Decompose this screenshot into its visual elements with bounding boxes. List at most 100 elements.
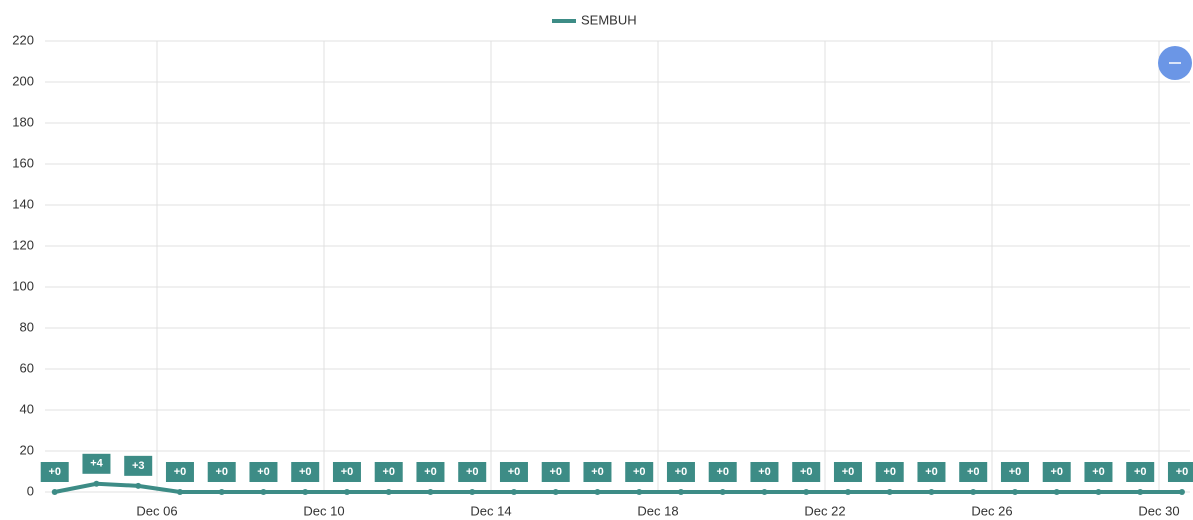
y-tick-label: 120 [12,237,34,252]
data-label-box [750,462,779,482]
data-label-box [875,462,904,482]
data-label-box [1167,462,1193,482]
point [302,489,309,495]
point [803,489,810,495]
data-label: +0 [842,466,855,478]
data-label: +0 [174,466,187,478]
data-label: +0 [1176,466,1189,478]
point [1137,489,1144,495]
data-label: +0 [48,466,61,478]
point [218,489,225,495]
data-label: +0 [382,466,395,478]
data-label: +0 [215,466,228,478]
point [1053,489,1060,495]
y-tick-label: 40 [20,401,34,416]
data-label-box [499,462,528,482]
point [886,489,893,495]
data-label-box [291,462,320,482]
y-tick-label: 20 [20,442,34,457]
data-label: +0 [466,466,479,478]
x-tick-label: Dec 10 [303,503,344,518]
data-label-box [625,462,654,482]
data-label: +0 [549,466,562,478]
point [469,489,476,495]
data-label: +0 [675,466,688,478]
data-label-box [833,462,862,482]
point [844,489,851,495]
y-tick-label: 100 [12,278,34,293]
data-label: +0 [800,466,813,478]
data-label: +0 [1050,466,1063,478]
point [928,489,935,495]
data-label-box [124,455,153,476]
data-label: +0 [716,466,729,478]
data-label-box [1126,462,1155,482]
line [54,481,1182,494]
y-tick-label: 160 [12,155,34,170]
y-tick-label: 60 [20,360,34,375]
data-label-box [583,462,612,482]
data-label-box [249,462,278,482]
data-label-box [1084,462,1113,482]
point [1178,489,1185,495]
data-label-box [666,462,695,482]
data-label-box [959,462,988,482]
point [176,489,183,495]
data-label: +0 [967,466,980,478]
point [636,489,643,495]
y-tick-label: 220 [12,32,34,47]
point [970,489,977,495]
zoom-reset-button[interactable] [1158,46,1192,80]
data-label-box [207,462,236,482]
data-label: +4 [90,458,103,470]
point [427,489,434,495]
legend-swatch [552,19,576,23]
y-tick-label: 200 [12,73,34,88]
data-label-box [1042,462,1071,482]
x-tick-label: Dec 18 [637,503,678,518]
point [260,489,267,495]
point [135,482,142,489]
x-tick-label: Dec 14 [470,503,511,518]
point [1095,489,1102,495]
data-label: +0 [1009,466,1022,478]
point [677,489,684,495]
data-label-box [40,462,69,482]
y-tick-label: 0 [27,483,34,498]
point [343,489,350,495]
point [552,489,559,495]
point [761,489,768,495]
data-label: +0 [299,466,312,478]
data-label: +0 [758,466,771,478]
y-tick-label: 80 [20,319,34,334]
data-label-box [374,462,403,482]
x-tick-label: Dec 22 [804,503,845,518]
point [385,489,392,495]
data-label: +0 [925,466,938,478]
data-label: +0 [1134,466,1147,478]
data-label: +0 [424,466,437,478]
point [51,489,58,495]
data-label-box [917,462,946,482]
x-tick-label: Dec 06 [136,503,177,518]
data-label: +0 [633,466,646,478]
data-label-box [416,462,445,482]
x-tick-label: Dec 30 [1138,503,1179,518]
data-label: +0 [341,466,354,478]
data-label-box [541,462,570,482]
point [594,489,601,495]
data-label-box [165,462,194,482]
y-tick-label: 140 [12,196,34,211]
data-label-box [82,453,111,474]
data-label: +0 [591,466,604,478]
data-label-box [1000,462,1029,482]
point [93,480,100,487]
point [510,489,517,495]
data-label-box [332,462,361,482]
point [719,489,726,495]
data-label-box [792,462,821,482]
x-tick-label: Dec 26 [971,503,1012,518]
plot: 0 20 40 60 80 100 120 140 160 180 200 220 Dec 06 Dec … [12,12,1193,518]
data-label-box [458,462,487,482]
